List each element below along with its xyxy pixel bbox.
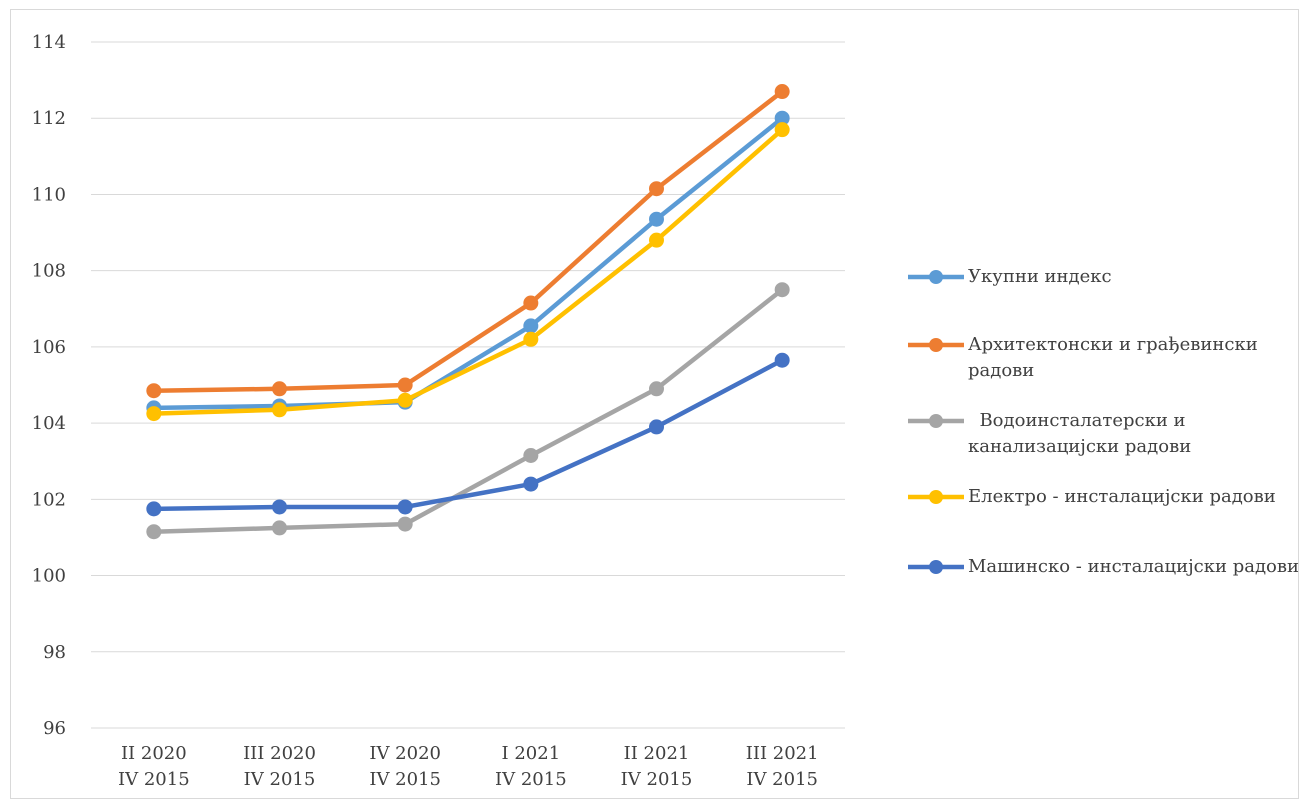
legend-label: Архитектонски и грађевински радови <box>968 334 1264 381</box>
legend-label: Укупни индекс <box>968 266 1112 287</box>
series-1 <box>146 84 790 399</box>
legend-item: Укупни индекс <box>908 264 1308 290</box>
series-line <box>151 89 785 393</box>
data-point <box>774 110 790 126</box>
data-point <box>397 377 413 393</box>
data-point <box>146 501 162 517</box>
x-tick-label: IV 2015 <box>118 769 190 790</box>
data-point <box>146 524 162 540</box>
x-axis-tick-labels: II 2020 IV 2015 III 2020 IV 2015 IV 2020 IV 2… <box>118 743 819 790</box>
x-tick-label: IV 2015 <box>369 769 441 790</box>
legend-item: Водоинсталатерски и канализацијски радов… <box>908 408 1308 460</box>
x-tick-label: III 2021 <box>746 743 819 764</box>
legend-label: Водоинсталатерски и канализацијски радов… <box>968 410 1192 457</box>
x-tick-label: II 2021 <box>624 743 690 764</box>
y-tick-label: 110 <box>32 184 66 205</box>
data-point <box>397 499 413 515</box>
chart-frame <box>10 9 1299 799</box>
data-point <box>146 383 162 399</box>
x-tick-label: II 2020 <box>121 743 187 764</box>
data-point <box>146 406 162 422</box>
gridlines <box>91 41 845 729</box>
data-point <box>649 211 664 227</box>
data-point <box>649 181 664 197</box>
series-line <box>151 287 785 534</box>
series-2 <box>146 282 790 540</box>
y-tick-label: 108 <box>32 261 66 282</box>
y-tick-label: 98 <box>43 642 66 663</box>
series-3 <box>146 122 790 422</box>
legend-swatch <box>908 490 964 504</box>
y-tick-label: 112 <box>32 108 66 129</box>
data-point <box>397 516 413 532</box>
legend-swatch <box>908 414 964 428</box>
series-line <box>151 115 785 411</box>
y-axis-tick-labels: 96 98 100 102 104 106 108 110 112 114 <box>32 32 66 739</box>
legend-item: Електро - инсталацијски радови <box>908 484 1308 510</box>
y-tick-label: 106 <box>32 337 66 358</box>
data-point <box>774 122 790 138</box>
data-point <box>272 499 287 515</box>
data-point <box>397 392 413 408</box>
y-tick-label: 96 <box>43 718 66 739</box>
x-tick-label: IV 2015 <box>746 769 818 790</box>
data-point <box>523 295 539 311</box>
x-tick-label: IV 2020 <box>369 743 441 764</box>
data-point <box>523 476 539 492</box>
legend-item: Архитектонски и грађевински радови <box>908 332 1308 384</box>
legend-item: Машинско - инсталацијски радови <box>908 554 1308 580</box>
data-point <box>774 282 790 298</box>
legend-swatch <box>908 338 964 352</box>
x-tick-label: III 2020 <box>243 743 316 764</box>
data-point <box>272 520 287 536</box>
data-point <box>272 402 287 418</box>
legend-label: Електро - инсталацијски радови <box>968 486 1276 507</box>
series-line <box>151 127 785 416</box>
data-point <box>523 318 539 334</box>
y-tick-label: 114 <box>32 32 66 53</box>
data-point <box>523 448 539 464</box>
legend-swatch <box>908 560 964 574</box>
series-lines <box>146 84 790 540</box>
data-point <box>272 381 287 397</box>
data-point <box>649 419 664 435</box>
data-point <box>774 352 790 368</box>
legend-label: Машинско - инсталацијски радови <box>968 556 1300 577</box>
data-point <box>649 232 664 248</box>
x-tick-label: IV 2015 <box>244 769 316 790</box>
y-tick-label: 104 <box>32 413 66 434</box>
series-4 <box>146 352 790 517</box>
series-line <box>151 357 785 512</box>
x-tick-label: IV 2015 <box>495 769 567 790</box>
data-point <box>774 84 790 100</box>
data-point <box>523 331 539 347</box>
y-tick-label: 100 <box>32 566 66 587</box>
legend-swatch <box>908 270 964 284</box>
y-tick-label: 102 <box>32 489 66 510</box>
x-tick-label: IV 2015 <box>621 769 693 790</box>
x-tick-label: I 2021 <box>502 743 561 764</box>
data-point <box>649 381 664 397</box>
